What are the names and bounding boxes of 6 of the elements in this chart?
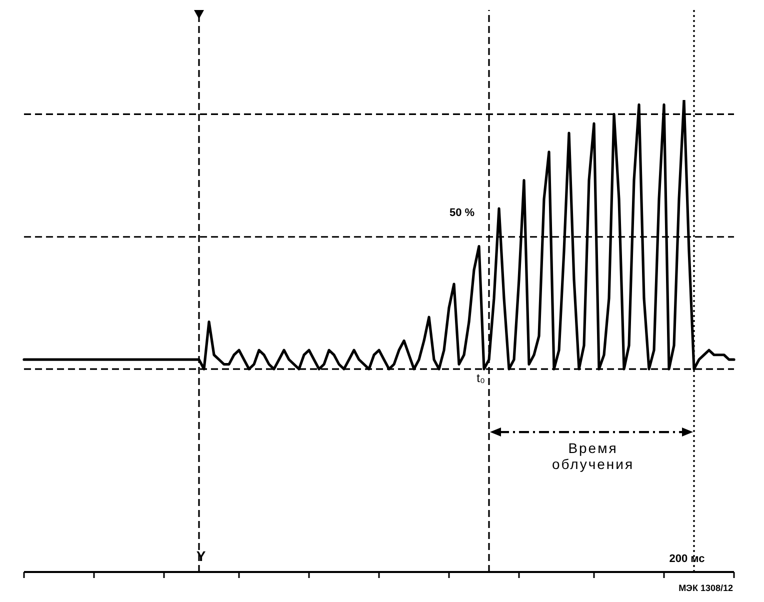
annotation: 200 мс <box>669 553 705 566</box>
annotation: Время облучения <box>550 440 636 472</box>
annotation: Y <box>196 548 206 564</box>
annotation: 50 % <box>449 207 475 220</box>
text: МЭК 1308/12 <box>678 583 733 594</box>
annotation: t₀ <box>476 371 485 386</box>
